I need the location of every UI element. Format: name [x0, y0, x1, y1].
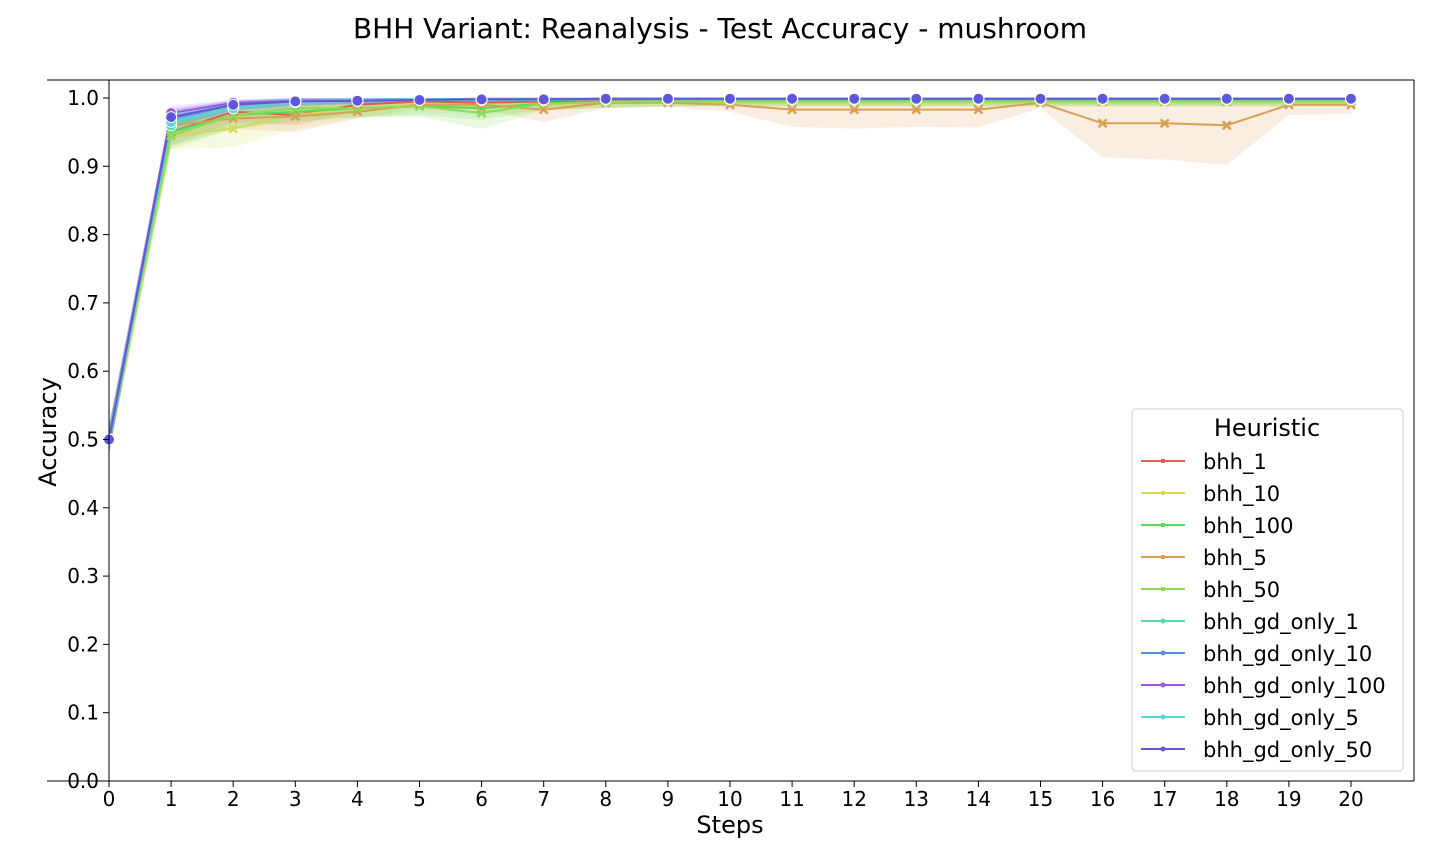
legend-label-bhh_gd_only_1: bhh_gd_only_1 [1203, 610, 1359, 635]
data-point-bhh_gd_only_50 [1345, 92, 1357, 105]
data-point-bhh_5 [228, 113, 239, 124]
x-tick-label: 0 [103, 787, 116, 811]
data-point-bhh_gd_only_50 [786, 92, 799, 105]
legend-label-bhh_1: bhh_1 [1203, 450, 1267, 475]
x-tick-label: 4 [351, 787, 364, 811]
data-point-bhh_gd_only_50 [661, 92, 674, 105]
x-tick-label: 14 [966, 787, 991, 811]
legend-label-bhh_100: bhh_100 [1203, 514, 1294, 539]
data-point-bhh_gd_only_50 [289, 95, 302, 108]
data-point-bhh_50 [476, 108, 487, 118]
data-point-bhh_gd_only_50 [848, 92, 861, 105]
x-tick-label: 17 [1152, 787, 1177, 811]
y-tick-label: 0.9 [67, 154, 99, 178]
data-point-bhh_5 [290, 111, 301, 122]
data-point-bhh_5 [1221, 120, 1232, 131]
legend-marker-bhh_5 [1161, 555, 1165, 559]
legend-marker-bhh_50 [1161, 587, 1165, 591]
data-point-bhh_gd_only_50 [910, 92, 923, 105]
legend-marker-bhh_100 [1161, 523, 1165, 527]
legend-label-bhh_gd_only_5: bhh_gd_only_5 [1203, 706, 1359, 731]
x-tick-label: 12 [841, 787, 866, 811]
x-axis-label: Steps [696, 811, 763, 839]
x-tick-label: 20 [1338, 787, 1363, 811]
x-tick-label: 5 [413, 787, 426, 811]
y-axis-label: Accuracy [34, 377, 62, 487]
legend-marker-bhh_gd_only_100 [1160, 682, 1166, 688]
x-tick-label: 9 [662, 787, 675, 811]
x-tick-label: 1 [165, 787, 178, 811]
legend-marker-bhh_1 [1161, 459, 1165, 463]
legend-title: Heuristic [1214, 414, 1320, 442]
y-tick-label: 0.1 [67, 701, 99, 725]
data-point-bhh_5 [787, 104, 797, 115]
data-point-bhh_gd_only_50 [1282, 92, 1295, 105]
data-point-bhh_gd_only_50 [351, 94, 364, 107]
chart-title: BHH Variant: Reanalysis - Test Accuracy … [353, 12, 1087, 45]
confidence-band-bhh_5 [109, 98, 1351, 454]
data-point-bhh_gd_only_50 [1034, 92, 1047, 105]
y-tick-label: 0.3 [67, 564, 99, 588]
y-tick-label: 0.0 [67, 769, 99, 793]
data-point-bhh_50 [166, 130, 176, 141]
data-point-bhh_gd_only_50 [227, 98, 240, 111]
data-point-bhh_gd_only_50 [1096, 92, 1109, 105]
x-tick-label: 15 [1028, 787, 1053, 811]
axes: 0.00.10.20.30.40.50.60.70.80.91.00 1 2 3 4 5 6… [47, 79, 1415, 811]
y-tick-label: 0.2 [67, 632, 99, 656]
legend-items: bhh_1 bhh_10 bhh_100 bhh_5 bhh_50 bhh_gd_only… [1141, 450, 1386, 763]
x-tick-label: 11 [779, 787, 804, 811]
y-tick-label: 1.0 [67, 86, 99, 110]
legend-marker-bhh_gd_only_5 [1160, 714, 1166, 720]
data-point-bhh_gd_only_50 [599, 92, 612, 105]
legend-label-bhh_5: bhh_5 [1203, 546, 1267, 571]
data-point-bhh_gd_only_50 [537, 93, 550, 106]
y-tick-label: 0.4 [67, 496, 99, 520]
legend-marker-bhh_gd_only_10 [1160, 650, 1166, 656]
x-tick-label: 8 [599, 787, 612, 811]
legend-box [1131, 408, 1404, 772]
y-tick-label: 0.6 [67, 359, 99, 383]
legend: Heuristic bhh_1bhh_10bhh_100bhh_5bhh_50b… [1131, 408, 1404, 772]
legend-marker-bhh_gd_only_1 [1160, 618, 1166, 624]
data-point-bhh_5 [849, 104, 860, 115]
data-point-bhh_5 [352, 106, 363, 117]
data-point-bhh_gd_only_50 [165, 111, 178, 124]
x-tick-label: 13 [904, 787, 929, 811]
x-tick-label: 10 [717, 787, 742, 811]
x-tick-label: 3 [289, 787, 302, 811]
data-point-bhh_5 [911, 104, 922, 115]
data-point-bhh_gd_only_50 [1158, 92, 1171, 105]
data-point-bhh_5 [1097, 118, 1108, 129]
x-tick-label: 2 [227, 787, 240, 811]
legend-label-bhh_gd_only_50: bhh_gd_only_50 [1203, 738, 1372, 763]
legend-marker-bhh_gd_only_50 [1160, 746, 1166, 752]
legend-label-bhh_gd_only_10: bhh_gd_only_10 [1203, 642, 1372, 667]
legend-marker-bhh_10 [1161, 491, 1165, 495]
y-tick-label: 0.7 [67, 291, 99, 315]
data-point-bhh_gd_only_50 [413, 94, 426, 106]
data-point-bhh_gd_only_50 [972, 92, 985, 105]
data-point-bhh_10 [228, 123, 239, 134]
x-tick-label: 16 [1090, 787, 1115, 811]
y-tick-label: 0.8 [67, 223, 99, 247]
legend-label-bhh_gd_only_100: bhh_gd_only_100 [1203, 674, 1386, 699]
data-point-bhh_5 [1159, 118, 1170, 129]
data-point-bhh_gd_only_50 [475, 93, 488, 106]
data-point-bhh_gd_only_50 [724, 92, 736, 105]
data-point-bhh_5 [973, 104, 984, 115]
data-point-bhh_gd_only_50 [1220, 92, 1233, 105]
confidence-bands [109, 98, 1351, 454]
x-tick-label: 7 [537, 787, 550, 811]
x-tick-label: 19 [1276, 787, 1301, 811]
confidence-band-bhh_10 [109, 98, 1351, 454]
x-tick-label: 6 [475, 787, 488, 811]
legend-label-bhh_50: bhh_50 [1203, 578, 1280, 603]
x-tick-label: 18 [1214, 787, 1239, 811]
legend-label-bhh_10: bhh_10 [1203, 482, 1280, 507]
y-tick-label: 0.5 [67, 428, 99, 452]
